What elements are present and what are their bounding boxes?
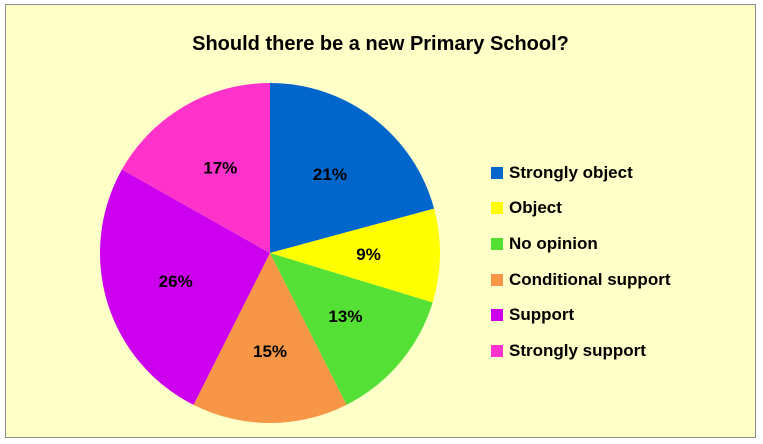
pie-chart: 21% 9% 13% 15% 26% 17% bbox=[99, 83, 440, 424]
data-label-support: 26% bbox=[159, 272, 193, 291]
legend-swatch bbox=[491, 309, 503, 322]
data-label-object: 9% bbox=[356, 245, 381, 264]
legend-label: Object bbox=[509, 198, 562, 218]
data-label-no-opinion: 13% bbox=[328, 307, 362, 326]
legend-item-conditional-support: Conditional support bbox=[491, 262, 670, 298]
legend-swatch bbox=[491, 237, 503, 250]
pie-slice-conditional-support bbox=[193, 253, 347, 424]
data-label-conditional-support: 15% bbox=[253, 342, 287, 361]
legend-item-no-opinion: No opinion bbox=[491, 226, 670, 262]
legend-label: Strongly support bbox=[509, 340, 646, 360]
legend-label: Conditional support bbox=[509, 269, 671, 289]
legend: Strongly object Object No opinion Condition… bbox=[491, 155, 670, 369]
pie-slice-no-opinion bbox=[270, 253, 433, 405]
data-label-strongly-support: 17% bbox=[203, 158, 237, 177]
legend-swatch bbox=[491, 166, 503, 179]
legend-item-strongly-object: Strongly object bbox=[491, 155, 670, 191]
legend-label: Strongly object bbox=[509, 162, 633, 182]
legend-item-strongly-support: Strongly support bbox=[491, 333, 670, 369]
pie-slice-object bbox=[270, 208, 440, 303]
legend-label: No opinion bbox=[509, 233, 598, 253]
chart-area: Should there be a new Primary School? 21… bbox=[5, 4, 756, 438]
data-label-strongly-object: 21% bbox=[313, 165, 347, 184]
legend-item-support: Support bbox=[491, 297, 670, 333]
pie-slice-strongly-support bbox=[121, 83, 270, 253]
legend-swatch bbox=[491, 202, 503, 215]
pie-slice-support bbox=[99, 169, 270, 405]
legend-swatch bbox=[491, 273, 503, 286]
legend-item-object: Object bbox=[491, 191, 670, 227]
legend-swatch bbox=[491, 344, 503, 357]
chart-title: Should there be a new Primary School? bbox=[192, 33, 569, 55]
legend-label: Support bbox=[509, 305, 575, 325]
pie-slice-strongly-object bbox=[270, 83, 435, 253]
